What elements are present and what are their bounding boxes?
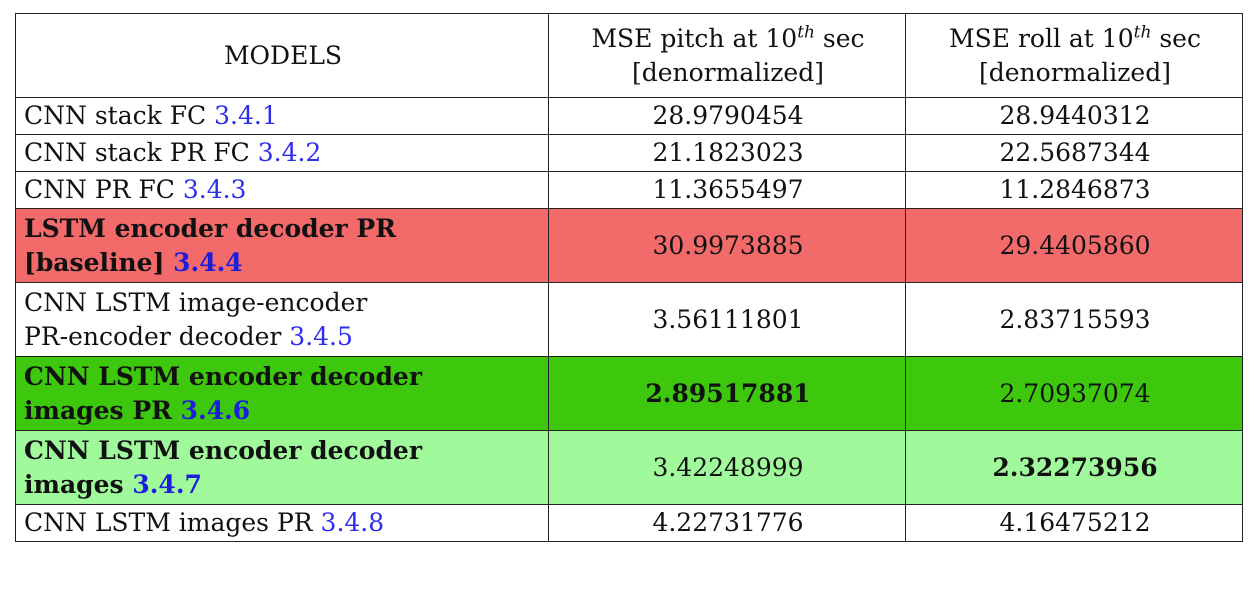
section-reference-link[interactable]: 3.4.2 (257, 138, 322, 167)
model-name-line2: PR-encoder decoder 3.4.5 (24, 320, 542, 354)
model-name-line2: [baseline] 3.4.4 (24, 246, 542, 280)
section-reference-link[interactable]: 3.4.4 (173, 247, 243, 277)
mse-pitch-value: 11.3655497 (548, 171, 906, 209)
section-reference-link[interactable]: 3.4.8 (320, 508, 385, 537)
model-name: LSTM encoder decoder PR (24, 213, 396, 243)
mse-roll-header-line2: [denormalized] (979, 57, 1171, 87)
model-name: CNN LSTM image-encoder (24, 287, 368, 317)
table-row-best-pitch: CNN LSTM encoder decoder images PR 3.4.6 … (15, 356, 1243, 431)
mse-pitch-header-sup: th (797, 22, 815, 43)
results-table-container: MODELS MSE pitch at 10th sec [denormaliz… (15, 13, 1243, 542)
mse-pitch-header-suffix: sec (814, 23, 865, 53)
mse-roll-value: 11.2846873 (905, 171, 1243, 209)
model-name-cont: images PR (24, 395, 181, 425)
table-header-row: MODELS MSE pitch at 10th sec [denormaliz… (15, 13, 1243, 98)
model-name-line2: images 3.4.7 (24, 468, 542, 502)
mse-roll-value: 22.5687344 (905, 134, 1243, 172)
mse-roll-header: MSE roll at 10th sec [denormalized] (905, 13, 1243, 98)
table-row: CNN stack PR FC 3.4.2 21.1823023 22.5687… (15, 134, 1243, 172)
model-name-cont: PR-encoder decoder (24, 321, 290, 351)
mse-roll-value: 4.16475212 (905, 504, 1243, 542)
model-name-cont: [baseline] (24, 247, 174, 277)
mse-pitch-header-prefix: MSE pitch at 10 (591, 23, 798, 53)
model-name-line2: images PR 3.4.6 (24, 394, 542, 428)
mse-pitch-value: 4.22731776 (548, 504, 906, 542)
model-name: CNN LSTM images PR (24, 508, 321, 537)
mse-roll-value: 28.9440312 (905, 97, 1243, 135)
mse-roll-header-suffix: sec (1151, 23, 1201, 53)
section-reference-link[interactable]: 3.4.5 (289, 321, 353, 351)
section-reference-link[interactable]: 3.4.3 (182, 175, 247, 204)
table-row: CNN PR FC 3.4.3 11.3655497 11.2846873 (15, 171, 1243, 209)
model-name: CNN PR FC (24, 175, 183, 204)
model-cell: CNN stack PR FC 3.4.2 (15, 134, 549, 172)
table-row: CNN LSTM image-encoder PR-encoder decoder… (15, 282, 1243, 357)
mse-pitch-value: 28.9790454 (548, 97, 906, 135)
mse-pitch-value: 30.9973885 (548, 208, 906, 283)
mse-pitch-value: 3.56111801 (548, 282, 906, 357)
table-row-baseline: LSTM encoder decoder PR [baseline] 3.4.4 … (15, 208, 1243, 283)
mse-pitch-value: 21.1823023 (548, 134, 906, 172)
models-header: MODELS (15, 13, 549, 98)
mse-roll-value-best: 2.32273956 (905, 430, 1243, 505)
section-reference-link[interactable]: 3.4.7 (132, 469, 202, 499)
mse-roll-header-prefix: MSE roll at 10 (949, 23, 1134, 53)
model-cell: CNN LSTM encoder decoder images 3.4.7 (15, 430, 549, 505)
model-name: CNN LSTM encoder decoder (24, 361, 422, 391)
mse-roll-value: 2.83715593 (905, 282, 1243, 357)
model-cell: CNN LSTM images PR 3.4.8 (15, 504, 549, 542)
model-cell: CNN LSTM image-encoder PR-encoder decoder… (15, 282, 549, 357)
mse-roll-header-sup: th (1133, 22, 1152, 43)
model-name: CNN LSTM encoder decoder (24, 435, 422, 465)
mse-roll-value: 2.70937074 (905, 356, 1243, 431)
section-reference-link[interactable]: 3.4.6 (180, 395, 251, 425)
models-header-label: MODELS (223, 40, 343, 70)
mse-pitch-value-best: 2.89517881 (548, 356, 906, 431)
mse-roll-header-line1: MSE roll at 10th sec (914, 22, 1236, 56)
mse-roll-value: 29.4405860 (905, 208, 1243, 283)
mse-pitch-header-line1: MSE pitch at 10th sec (557, 22, 899, 56)
model-name: CNN stack FC (24, 101, 215, 130)
mse-pitch-value: 3.42248999 (548, 430, 906, 505)
model-cell: LSTM encoder decoder PR [baseline] 3.4.4 (15, 208, 549, 283)
table-row: CNN LSTM images PR 3.4.8 4.22731776 4.16… (15, 504, 1243, 542)
model-cell: CNN stack FC 3.4.1 (15, 97, 549, 135)
model-name: CNN stack PR FC (24, 138, 258, 167)
model-cell: CNN PR FC 3.4.3 (15, 171, 549, 209)
mse-results-table: MODELS MSE pitch at 10th sec [denormaliz… (15, 13, 1243, 542)
mse-pitch-header-line2: [denormalized] (632, 57, 824, 87)
mse-pitch-header: MSE pitch at 10th sec [denormalized] (548, 13, 906, 98)
model-name-cont: images (24, 469, 133, 499)
model-cell: CNN LSTM encoder decoder images PR 3.4.6 (15, 356, 549, 431)
table-row-best-roll: CNN LSTM encoder decoder images 3.4.7 3.4… (15, 430, 1243, 505)
table-row: CNN stack FC 3.4.1 28.9790454 28.9440312 (15, 97, 1243, 135)
section-reference-link[interactable]: 3.4.1 (214, 101, 278, 130)
